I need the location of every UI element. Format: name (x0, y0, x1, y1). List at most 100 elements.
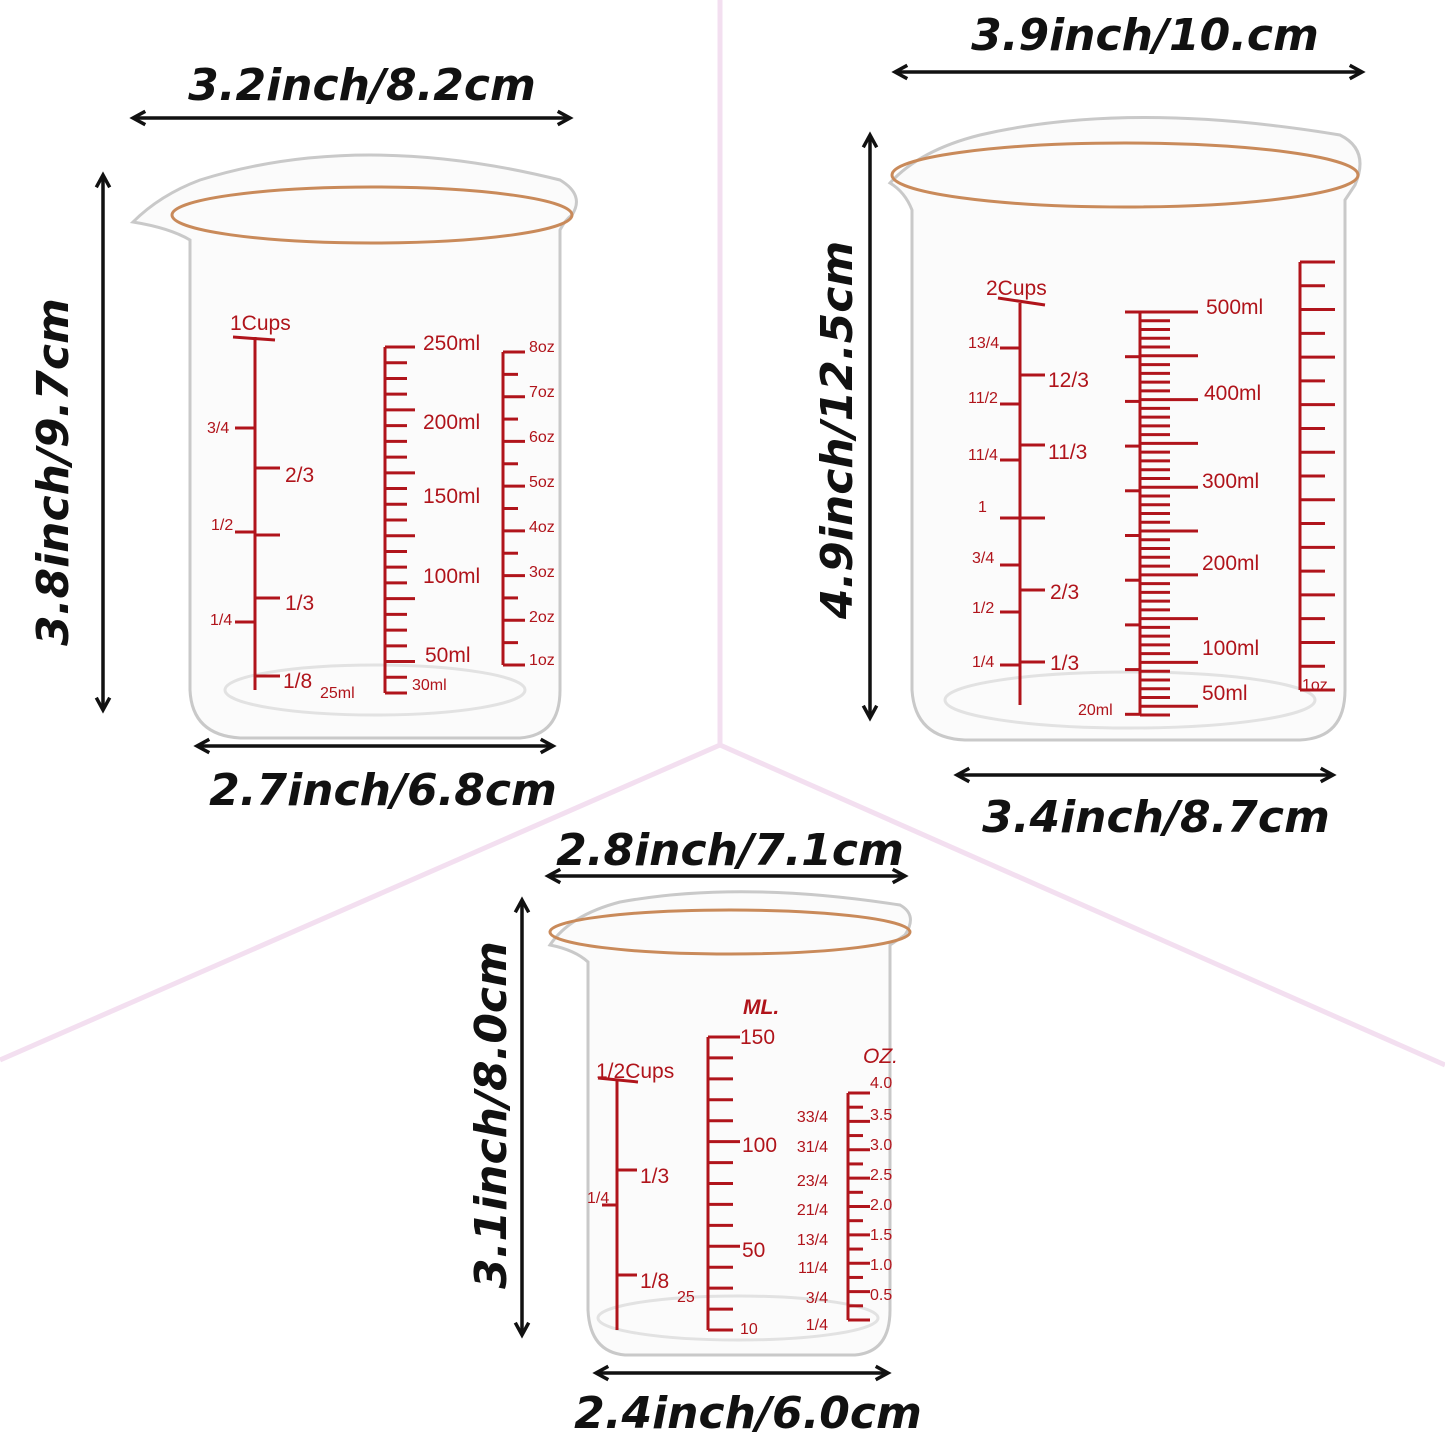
dimension-arrows (94, 63, 1366, 1382)
cups-label: 1/4 (210, 612, 232, 629)
beaker-rim (548, 908, 912, 956)
ml-label: 400ml (1204, 382, 1261, 405)
oz-title: OZ. (863, 1045, 898, 1068)
beaker-1-height: 3.8inch/9.7cm (28, 298, 79, 646)
beaker-base (943, 670, 1317, 730)
arrowhead-icon (539, 737, 557, 755)
arrowhead-icon (891, 867, 909, 885)
ml-label: 300ml (1202, 470, 1259, 493)
ml-label: 150 (740, 1026, 775, 1049)
beaker-3-height: 3.1inch/8.0cm (466, 941, 517, 1289)
arrowhead-icon (953, 766, 971, 784)
arrowhead-icon (592, 1364, 610, 1382)
cups-label: 1/8 (640, 1270, 669, 1293)
ml-label: 30ml (412, 677, 447, 694)
cups-label: 12/3 (1048, 369, 1089, 392)
cups-label: 11/3 (1048, 441, 1087, 464)
cups-label: 2/3 (285, 464, 314, 487)
arrowhead-icon (513, 1321, 531, 1339)
scale-ticks (597, 1035, 870, 1332)
cups-label: 1 (978, 499, 987, 516)
ml-label: 250ml (423, 332, 480, 355)
cups-label: 3/4 (207, 420, 229, 437)
oz-label: 2.5 (870, 1167, 892, 1184)
arrowhead-icon (891, 63, 909, 81)
beaker-1-cup: 1Cups 3/4 1/2 1/4 2/3 1/3 1/8 250ml 200m… (129, 153, 578, 740)
oz-label: 1oz (529, 652, 555, 669)
oz-label: 4.0 (870, 1075, 892, 1092)
ml-label: 20ml (1078, 702, 1113, 719)
beaker-1-bottom-width: 2.7inch/6.8cm (209, 765, 557, 816)
beaker-base (596, 1294, 880, 1342)
cups-label: 1/3 (285, 592, 314, 615)
oz-fraction-label: 21/4 (797, 1202, 828, 1219)
ml-label: 100 (742, 1134, 777, 1157)
oz-label: 1oz (1302, 677, 1328, 694)
arrowhead-icon (193, 737, 211, 755)
cups-label: 1/3 (1050, 652, 1079, 675)
ml-label: 50ml (425, 644, 471, 667)
arrowhead-icon (94, 171, 112, 189)
oz-label: 3oz (529, 564, 555, 581)
oz-fraction-label: 33/4 (797, 1109, 828, 1126)
cups-label: 3/4 (972, 550, 994, 567)
arrowhead-icon (556, 109, 574, 127)
ml-label: 100ml (1202, 637, 1259, 660)
oz-fraction-label: 1/4 (806, 1317, 828, 1334)
cups-label: 1/3 (640, 1165, 669, 1188)
oz-fraction-label: 3/4 (806, 1290, 828, 1307)
scale-tick (232, 335, 276, 342)
ml-label: 25 (677, 1289, 695, 1306)
oz-label: 5oz (529, 474, 555, 491)
cups-label: 2/3 (1050, 581, 1079, 604)
cups-label: 11/4 (968, 447, 998, 464)
ml-label: 200ml (1202, 552, 1259, 575)
beaker-2-bottom-width: 3.4inch/8.7cm (982, 792, 1330, 843)
ml-title: ML. (743, 996, 779, 1019)
oz-fraction-label: 23/4 (797, 1173, 828, 1190)
arrowhead-icon (129, 109, 147, 127)
arrowhead-icon (544, 867, 562, 885)
cups-title: 2Cups (986, 277, 1047, 300)
beaker-glass (547, 890, 912, 1357)
oz-label: 1.5 (870, 1227, 892, 1244)
cups-title: 1/2Cups (596, 1060, 674, 1083)
scale-tick (997, 296, 1046, 307)
oz-fraction-label: 13/4 (797, 1232, 828, 1249)
beaker-rim (170, 185, 574, 245)
oz-label: 1.0 (870, 1257, 892, 1274)
cups-label: 1/2 (972, 600, 994, 617)
oz-labels: 8oz 7oz 6oz 5oz 4oz 3oz 2oz 1oz (529, 339, 555, 669)
ml-label: 500ml (1206, 296, 1263, 319)
oz-labels: 4.0 3.5 3.0 2.5 2.0 1.5 1.0 0.5 33/4 31/4 23/4 21/4… (797, 1075, 892, 1334)
oz-label: 2.0 (870, 1197, 892, 1214)
beaker-2-cup: 2Cups 13/4 11/2 11/4 1 3/4 1/2 1/4 12/3 … (887, 116, 1362, 742)
arrowhead-icon (94, 696, 112, 714)
beaker-2-top-width: 3.9inch/10.cm (971, 10, 1319, 61)
oz-label: 2oz (529, 609, 555, 626)
background-dividers (0, 0, 1445, 1068)
arrowhead-icon (1319, 766, 1337, 784)
cups-title: 1Cups (230, 312, 291, 335)
cups-label: 11/2 (968, 390, 998, 407)
ml-label: 200ml (423, 411, 480, 434)
cups-label: 1/4 (972, 654, 994, 671)
arrowhead-icon (861, 704, 879, 722)
oz-label: 6oz (529, 429, 555, 446)
oz-label: 4oz (529, 519, 555, 536)
arrowhead-icon (1348, 63, 1366, 81)
cups-label: 1/8 (283, 670, 312, 693)
beaker-2-height: 4.9inch/12.5cm (812, 241, 863, 620)
dimension-annotations: 3.2inch/8.2cm 3.8inch/9.7cm 2.7inch/6.8c… (28, 10, 1366, 1437)
ml-label: 25ml (320, 685, 355, 702)
arrowhead-icon (874, 1364, 892, 1382)
oz-label: 3.0 (870, 1137, 892, 1154)
beaker-rim (890, 141, 1360, 209)
scale-ticks (232, 335, 525, 695)
ml-label: 150ml (423, 485, 480, 508)
oz-label: 7oz (529, 384, 555, 401)
arrowhead-icon (861, 131, 879, 149)
ml-label: 50ml (1202, 682, 1248, 705)
cups-label: 1/4 (587, 1190, 609, 1207)
